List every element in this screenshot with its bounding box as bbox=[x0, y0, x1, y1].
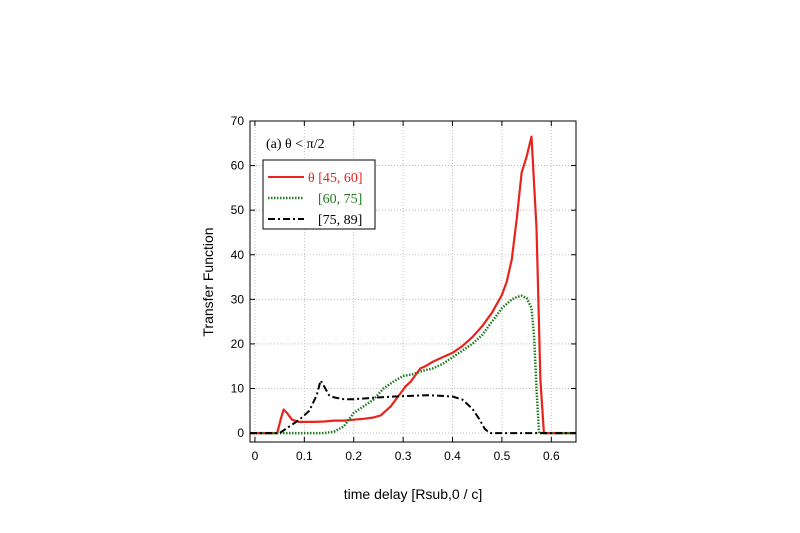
series-lines bbox=[250, 135, 576, 435]
x-tick-label: 0.6 bbox=[543, 449, 560, 463]
axis-ticks bbox=[250, 120, 576, 442]
legend-label-series-1: θ [45, 60] bbox=[308, 171, 363, 186]
series-line-3 bbox=[250, 379, 576, 435]
x-axis-title: time delay [Rsub,0 / c] bbox=[344, 486, 483, 502]
x-tick-labels: 0 0.1 0.2 0.3 0.4 0.5 0.6 bbox=[252, 449, 560, 463]
y-tick-label: 40 bbox=[231, 248, 245, 262]
y-tick-label: 60 bbox=[231, 159, 245, 173]
plot-frame bbox=[249, 120, 577, 443]
y-tick-label: 20 bbox=[231, 337, 245, 351]
y-tick-label: 50 bbox=[231, 203, 245, 217]
y-tick-label: 0 bbox=[237, 426, 244, 440]
panel-label: (a) θ < π/2 bbox=[266, 137, 325, 152]
y-tick-label: 10 bbox=[231, 382, 245, 396]
y-tick-label: 70 bbox=[231, 114, 245, 128]
x-tick-label: 0.2 bbox=[345, 449, 362, 463]
y-axis-title: Transfer Function bbox=[200, 227, 216, 336]
y-tick-labels: 0 10 20 30 40 50 60 70 bbox=[231, 114, 245, 440]
series-line-1 bbox=[250, 135, 576, 435]
legend-label-series-3: [75, 89] bbox=[318, 213, 362, 228]
legend-box bbox=[262, 159, 376, 230]
x-tick-label: 0.5 bbox=[494, 449, 511, 463]
legend-label-series-2: [60, 75] bbox=[318, 192, 362, 207]
x-tick-label: 0.3 bbox=[395, 449, 412, 463]
legend: θ [45, 60] [60, 75] [75, 89] bbox=[262, 159, 376, 230]
x-tick-label: 0.1 bbox=[296, 449, 313, 463]
x-tick-label: 0.4 bbox=[444, 449, 461, 463]
x-tick-label: 0 bbox=[252, 449, 259, 463]
series-line-2 bbox=[250, 294, 576, 435]
y-tick-label: 30 bbox=[231, 292, 245, 306]
